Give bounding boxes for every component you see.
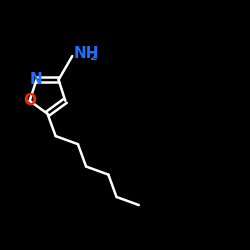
Text: O: O [23,93,36,108]
Text: 2: 2 [89,52,97,62]
Text: N: N [30,72,43,87]
Text: NH: NH [74,46,99,60]
